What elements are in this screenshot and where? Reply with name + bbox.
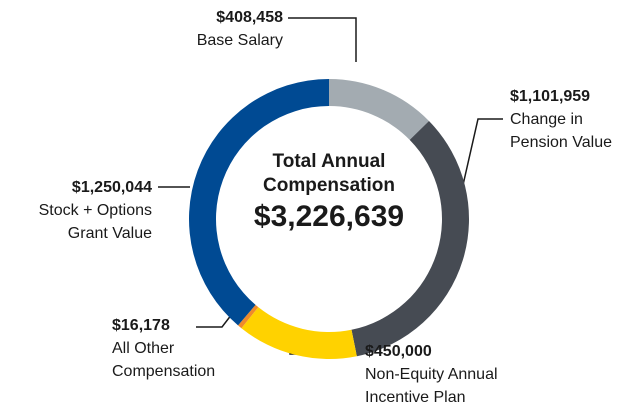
category-label: Change in Pension Value	[510, 111, 612, 151]
donut-slice	[188, 79, 329, 326]
slice-label: $1,250,044 Stock + Options Grant Value	[12, 176, 152, 245]
donut-slice	[351, 120, 469, 357]
value-label: $408,458	[216, 9, 283, 26]
value-label: $450,000	[365, 343, 432, 360]
category-label: Stock + Options Grant Value	[38, 202, 152, 242]
value-label: $1,250,044	[71, 179, 152, 196]
slice-label: $16,178 All Other Compensation	[112, 314, 224, 383]
total-value: $3,226,639	[253, 200, 405, 233]
value-label: $16,178	[112, 317, 170, 334]
leader-line	[288, 17, 357, 62]
slice-label: $450,000 Non-Equity Annual Incentive Plan	[365, 340, 530, 403]
category-label: All Other Compensation	[112, 340, 216, 380]
donut	[188, 79, 469, 360]
value-label: $1,101,959	[510, 88, 591, 105]
center-title: Total Annual Compensation	[263, 151, 395, 196]
category-label: Base Salary	[196, 32, 283, 49]
donut-slice	[241, 307, 357, 360]
category-label: Non-Equity Annual Incentive Plan	[365, 366, 498, 403]
donut-slice	[329, 79, 429, 140]
donut-slice	[238, 304, 259, 329]
slice-label: $408,458 Base Salary	[197, 6, 283, 52]
slice-label: $1,101,959 Change in Pension Value	[510, 85, 628, 154]
leader-line	[462, 118, 503, 186]
center-label: Total Annual Compensation $3,226,639	[229, 150, 429, 236]
